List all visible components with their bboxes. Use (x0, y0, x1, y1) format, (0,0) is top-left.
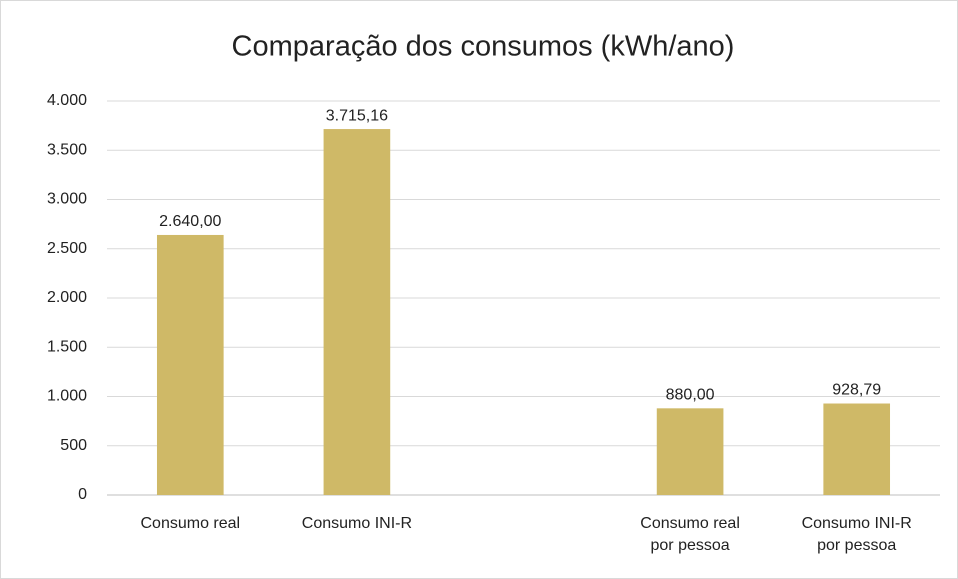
y-tick-label: 4.000 (47, 92, 87, 109)
data-label: 3.715,16 (326, 107, 388, 124)
x-tick-label: Consumo real (140, 515, 241, 532)
y-tick-label: 1.500 (47, 338, 87, 355)
data-label: 2.640,00 (159, 213, 221, 230)
y-tick-label: 1.000 (47, 388, 87, 405)
y-tick-label: 3.500 (47, 141, 87, 158)
y-tick-label: 2.500 (47, 240, 87, 257)
x-tick-label: Consumo real por pessoa (640, 515, 740, 554)
y-tick-label: 0 (78, 486, 87, 503)
bar (656, 408, 724, 495)
bar (156, 234, 224, 495)
x-tick-label: Consumo INI-R por pessoa (801, 515, 912, 554)
chart-title: Comparação dos consumos (kWh/ano) (232, 31, 735, 63)
y-tick-label: 500 (60, 437, 87, 454)
bar (323, 129, 391, 495)
bar (823, 403, 891, 495)
x-tick-label: Consumo INI-R (301, 515, 413, 532)
y-tick-label: 2.000 (47, 289, 87, 306)
data-label: 880,00 (666, 387, 715, 404)
data-label: 928,79 (832, 382, 881, 399)
y-tick-label: 3.000 (47, 191, 87, 208)
